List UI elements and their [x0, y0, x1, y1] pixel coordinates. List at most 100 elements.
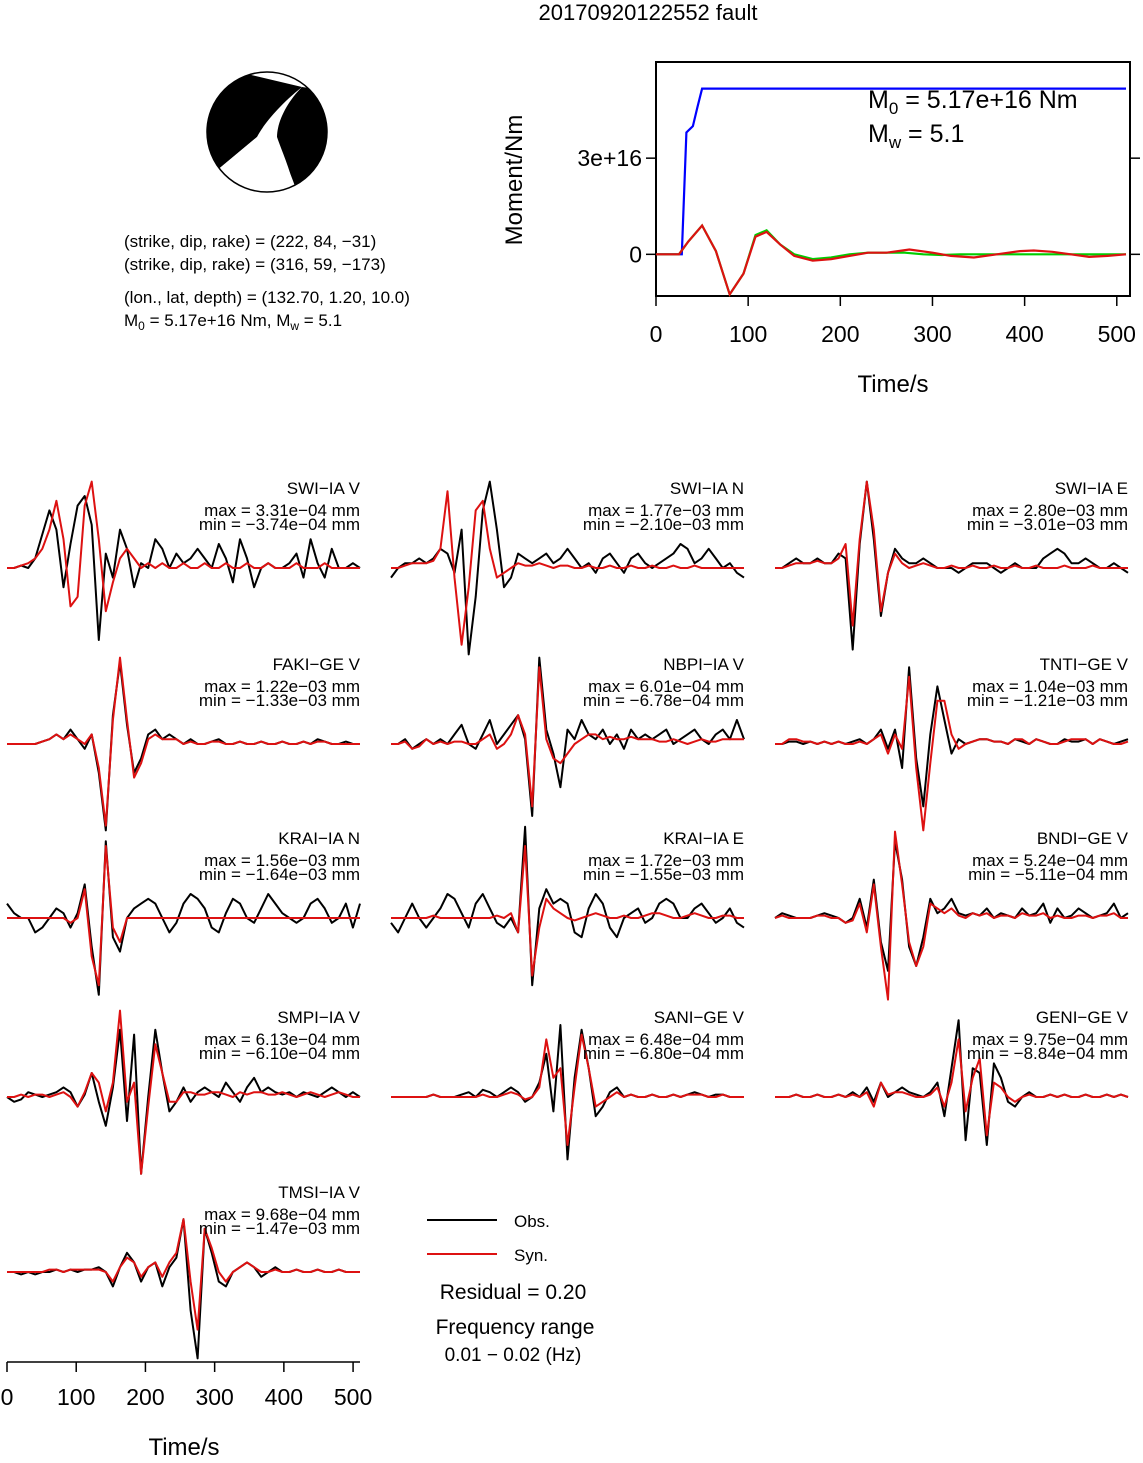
moment-chart-m0-annotation: M0 = 5.17e+16 Nm	[868, 86, 1078, 118]
station-max: max = 3.31e−04 mm	[204, 501, 360, 520]
station-max: max = 2.80e−03 mm	[972, 501, 1128, 520]
station-max: max = 6.48e−04 mm	[588, 1030, 744, 1049]
synthetic-trace	[775, 1038, 1129, 1137]
station-min: min = −3.01e−03 mm	[967, 515, 1128, 534]
time-tick-label-2: 200	[126, 1384, 164, 1410]
waveform-time-ticks: 0 100 200 300 400 500	[1, 1362, 372, 1410]
time-tick-label-1: 100	[57, 1384, 95, 1410]
station-min: min = −6.80e−04 mm	[583, 1044, 744, 1063]
station-name: GENI−GE V	[1036, 1008, 1129, 1027]
time-tick-label-4: 400	[265, 1384, 303, 1410]
moment-chart-y-label: Moment/Nm	[501, 115, 528, 246]
station-name: SMPI−IA V	[277, 1008, 360, 1027]
station-min: min = −1.47e−03 mm	[199, 1219, 360, 1238]
focal-mechanism-beachball	[206, 71, 328, 193]
time-tick-label-0: 0	[1, 1384, 14, 1410]
moment-y-tick-label-1: 3e+16	[577, 145, 642, 171]
solution-moment: M0 = 5.17e+16 Nm, Mw = 5.1	[124, 311, 342, 333]
waveform-time-label: Time/s	[148, 1434, 219, 1458]
solution-plane-2: (strike, dip, rake) = (316, 59, −173)	[124, 255, 386, 274]
station-max: max = 1.22e−03 mm	[204, 677, 360, 696]
observed-trace	[6, 840, 361, 996]
station-min: min = −8.84e−04 mm	[967, 1044, 1128, 1063]
station-name: TNTI−GE V	[1040, 655, 1129, 674]
station-max: max = 1.04e−03 mm	[972, 677, 1128, 696]
synthetic-trace	[7, 1009, 360, 1175]
solution-plane-1: (strike, dip, rake) = (222, 84, −31)	[124, 232, 376, 251]
moment-rate-chart: 0 100 200 300 400 500 0 3e+16 Time/s Moment/Nm…	[501, 61, 1140, 398]
station-name: KRAI−IA N	[278, 829, 360, 848]
moment-chart-x-label: Time/s	[857, 371, 928, 398]
synthetic-trace	[391, 490, 744, 646]
station-max: max = 6.01e−04 mm	[588, 677, 744, 696]
station-name: SWI−IA N	[670, 479, 744, 498]
moment-x-tick-label-4: 400	[1005, 321, 1043, 347]
time-tick-label-3: 300	[195, 1384, 233, 1410]
synthetic-trace	[775, 480, 1128, 627]
observed-trace	[7, 1218, 360, 1360]
moment-series-0	[656, 87, 1126, 256]
observed-trace	[6, 1028, 361, 1175]
moment-chart-series	[656, 87, 1127, 297]
figure-title: 20170920122552 fault	[539, 0, 758, 25]
station-max: max = 9.68e−04 mm	[204, 1205, 360, 1224]
station-name: BNDI−GE V	[1037, 829, 1129, 848]
synthetic-trace	[391, 666, 744, 808]
station-max: max = 6.13e−04 mm	[204, 1030, 360, 1049]
moment-x-tick-label-1: 100	[729, 321, 767, 347]
synthetic-trace	[7, 1218, 360, 1331]
observed-trace	[774, 840, 1129, 972]
frequency-range-title: Frequency range	[436, 1316, 595, 1339]
station-min: min = −6.78e−04 mm	[583, 691, 744, 710]
moment-y-tick-label-0: 0	[629, 241, 642, 267]
synthetic-trace	[775, 675, 1129, 832]
synthetic-trace	[7, 845, 360, 987]
synthetic-trace	[774, 830, 1128, 1001]
synthetic-trace	[391, 845, 744, 977]
station-min: min = −1.33e−03 mm	[199, 691, 360, 710]
time-tick-label-5: 500	[334, 1384, 372, 1410]
moment-chart-y-axis: 0 3e+16	[577, 145, 1140, 267]
station-min: min = −6.10e−04 mm	[199, 1044, 360, 1063]
station-min: min = −1.21e−03 mm	[967, 691, 1128, 710]
observed-trace	[391, 656, 745, 817]
residual-label: Residual = 0.20	[440, 1281, 587, 1304]
beachball-compression-quadrant-1	[207, 74, 302, 187]
observed-trace	[775, 480, 1129, 651]
station-min: min = −1.55e−03 mm	[583, 865, 744, 884]
legend-obs-label: Obs.	[514, 1212, 550, 1231]
moment-x-tick-label-3: 300	[913, 321, 951, 347]
station-min: min = −3.74e−04 mm	[199, 515, 360, 534]
station-min: min = −1.64e−03 mm	[199, 865, 360, 884]
station-name: KRAI−IA E	[663, 829, 744, 848]
observed-trace	[390, 480, 745, 656]
moment-x-tick-label-0: 0	[650, 321, 663, 347]
synthetic-trace	[7, 656, 360, 827]
moment-chart-frame	[655, 61, 1131, 297]
synthetic-trace	[391, 1033, 744, 1146]
moment-chart-x-axis: 0 100 200 300 400 500	[650, 296, 1136, 347]
station-name: FAKI−GE V	[273, 655, 361, 674]
station-max: max = 1.77e−03 mm	[588, 501, 744, 520]
station-max: max = 1.56e−03 mm	[204, 851, 360, 870]
solution-location: (lon., lat, depth) = (132.70, 1.20, 10.0…	[124, 288, 410, 307]
station-name: SWI−IA E	[1055, 479, 1128, 498]
synthetic-trace	[7, 480, 360, 613]
moment-x-tick-label-2: 200	[821, 321, 859, 347]
station-name: SWI−IA V	[287, 479, 361, 498]
moment-x-tick-label-5: 500	[1098, 321, 1136, 347]
